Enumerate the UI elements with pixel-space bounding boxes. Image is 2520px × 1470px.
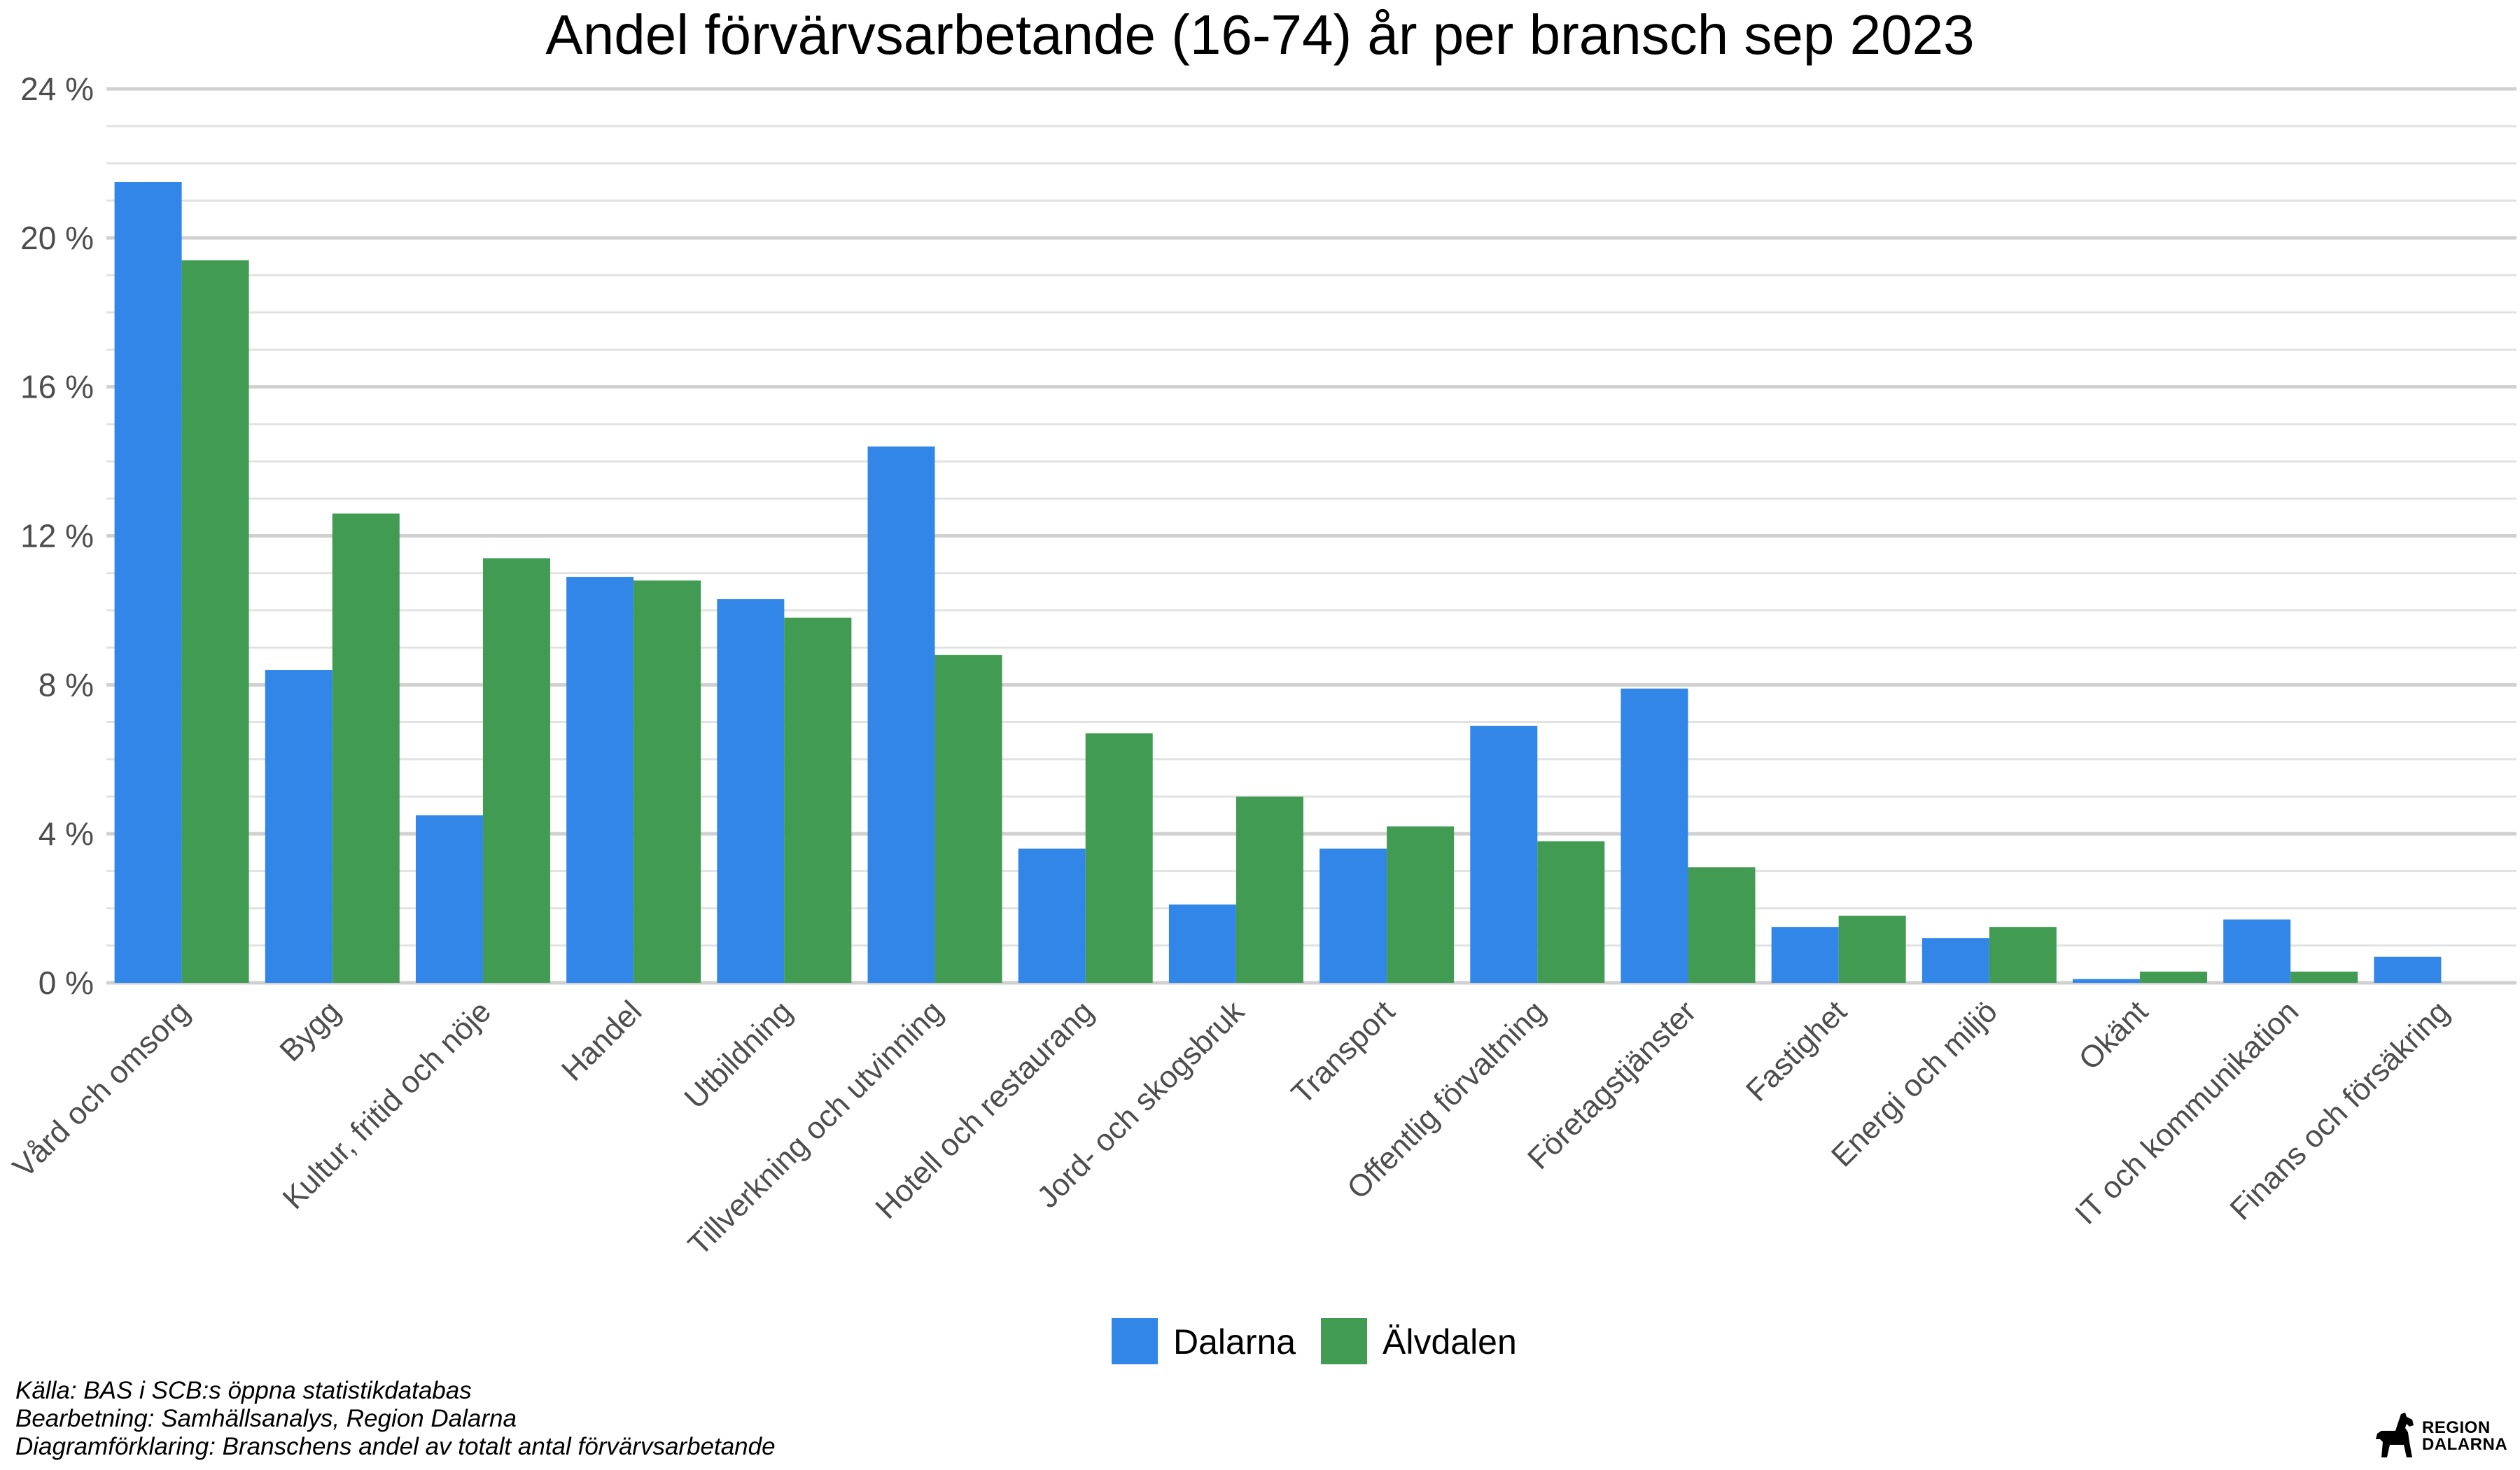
bar-dalarna [265,670,332,983]
bar-dalarna [415,815,483,983]
bar-alvdalen [934,654,1002,983]
x-tick-label: Fastighet [1740,994,1854,1108]
caption-processing: Bearbetning: Samhällsanalys, Region Dala… [15,1405,517,1432]
x-tick-label: Transport [1285,994,1402,1111]
bar-alvdalen [1236,796,1303,983]
bar-alvdalen [1838,916,1906,983]
bar-alvdalen [1688,867,1756,983]
x-tick-label: Tillverkning och utvinning [682,994,950,1262]
bar-dalarna [2374,956,2442,983]
bar-dalarna [867,446,935,983]
bar-alvdalen [634,580,701,983]
x-tick-label: Vård och omsorg [6,994,197,1184]
bar-dalarna [114,182,182,983]
y-tick-label: 16 % [20,369,94,405]
bar-dalarna [717,598,785,983]
logo-text-dalarna: DALARNA [2422,1435,2508,1454]
bar-dalarna [1168,904,1236,983]
bar-dalarna [1470,725,1538,983]
x-tick-label: Energi och miljö [1825,994,2004,1173]
y-axis-ticks: 0 % 4 % 8 % 12 % 16 % 20 % 24 % [20,71,94,1001]
x-tick-label: Utbildning [678,994,799,1115]
bar-alvdalen [482,558,550,983]
dala-horse-icon [2376,1413,2414,1457]
bar-dalarna [566,577,634,983]
bar-dalarna [1921,938,1989,983]
legend-label: Dalarna [1173,1322,1296,1362]
caption-explanation: Diagramförklaring: Branschens andel av t… [15,1433,776,1460]
bar-alvdalen [784,617,852,983]
legend: Dalarna Älvdalen [1112,1318,1517,1364]
bar-dalarna [1018,848,1086,983]
bar-alvdalen [1537,841,1605,983]
bar-dalarna [1320,848,1387,983]
y-tick-label: 0 % [38,965,94,1001]
y-tick-label: 8 % [38,666,94,703]
bars [114,182,2442,983]
chart-title: Andel förvärvsarbetande (16-74) år per b… [545,4,1974,66]
x-tick-label: Okänt [2072,994,2155,1077]
bar-alvdalen [2140,972,2208,983]
region-dalarna-logo: REGION DALARNA [2374,1411,2507,1460]
bar-alvdalen [2290,972,2358,983]
legend-swatch [1112,1318,1158,1364]
bar-dalarna [2223,919,2291,983]
y-tick-label: 12 % [20,518,94,554]
caption-source: Källa: BAS i SCB:s öppna statistikdataba… [15,1377,472,1404]
y-tick-label: 20 % [20,220,94,256]
bar-dalarna [1771,927,1839,983]
bar-alvdalen [1989,927,2057,983]
y-tick-label: 24 % [20,71,94,107]
bar-dalarna [1620,688,1688,983]
bar-alvdalen [1387,826,1455,983]
bar-alvdalen [1085,733,1153,983]
legend-label: Älvdalen [1382,1322,1517,1362]
bar-alvdalen [181,260,249,983]
x-tick-label: Handel [555,994,648,1087]
x-tick-label: Bygg [273,994,347,1068]
y-tick-label: 4 % [38,816,94,852]
logo-text-region: REGION [2422,1418,2491,1437]
bar-alvdalen [332,513,400,983]
legend-swatch [1321,1318,1367,1364]
bar-dalarna [2073,979,2141,983]
